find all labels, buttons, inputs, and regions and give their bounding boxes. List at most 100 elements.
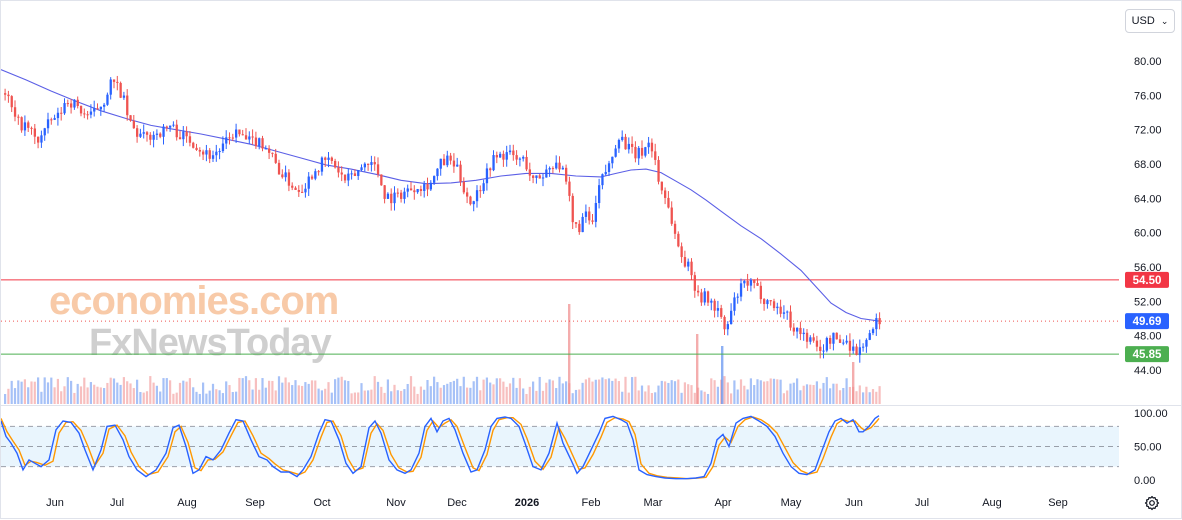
time-tick-label: Aug xyxy=(177,497,197,509)
candle-body xyxy=(852,346,855,351)
volume-bar xyxy=(515,387,518,404)
candle-body xyxy=(815,340,819,347)
volume-bar xyxy=(855,391,858,404)
candle-body xyxy=(73,99,76,108)
volume-bar xyxy=(878,386,881,404)
volume-bar xyxy=(555,388,558,404)
candle-body xyxy=(723,316,726,330)
candle-body xyxy=(588,211,591,221)
candle-body xyxy=(604,171,607,175)
candle-body xyxy=(436,168,439,177)
candle-body xyxy=(192,142,195,148)
price-tick-label: 56.00 xyxy=(1134,262,1162,274)
candle-body xyxy=(413,190,416,193)
volume-bar xyxy=(730,393,733,404)
volume-bar xyxy=(347,380,350,404)
watermark-line2: FxNewsToday xyxy=(89,322,332,364)
volume-bar xyxy=(350,393,353,404)
volume-bar xyxy=(390,391,393,404)
volume-bar xyxy=(838,390,842,404)
candle-body xyxy=(505,152,508,160)
volume-bar xyxy=(27,387,30,404)
volume-bar xyxy=(251,389,254,404)
candle-body xyxy=(284,172,287,178)
volume-bar xyxy=(343,380,347,404)
volume-bar xyxy=(320,390,323,404)
candle-body xyxy=(155,133,159,135)
volume-bar xyxy=(815,381,818,404)
candle-body xyxy=(805,332,809,342)
candle-body xyxy=(664,190,667,198)
volume-bar xyxy=(76,383,79,404)
price-tick-label: 64.00 xyxy=(1134,193,1162,205)
candle-body xyxy=(499,153,502,158)
candle-body xyxy=(116,81,119,83)
candle-body xyxy=(373,162,376,165)
volume-bar xyxy=(858,385,861,404)
volume-bar xyxy=(380,386,383,404)
candle-body xyxy=(429,182,432,190)
volume-bar xyxy=(598,379,601,404)
volume-bar xyxy=(169,380,172,404)
volume-bar xyxy=(637,390,640,404)
volume-bar xyxy=(792,382,795,404)
volume-bar xyxy=(819,388,822,404)
volume-bar xyxy=(571,393,574,404)
candle-body xyxy=(687,261,690,267)
candle-body xyxy=(291,185,294,188)
volume-bar xyxy=(621,391,624,404)
candle-body xyxy=(492,155,495,171)
candle-body xyxy=(198,149,201,152)
volume-bar xyxy=(60,391,63,404)
volume-bar xyxy=(429,386,432,404)
candle-body xyxy=(555,162,558,169)
time-axis[interactable]: Jun Jul Aug Sep Oct Nov Dec 2026 Feb Mar Apr May Jun… xyxy=(46,497,1068,509)
price-axis[interactable]: 80.00 76.00 72.00 68.00 64.00 60.00 56.00 52.00… xyxy=(1134,56,1162,377)
volume-bar xyxy=(106,382,109,404)
volume-bar xyxy=(700,390,703,404)
volume-bar xyxy=(442,385,446,404)
candle-body xyxy=(261,138,264,149)
candle-body xyxy=(310,176,314,179)
volume-bar xyxy=(37,377,40,404)
volume-bar xyxy=(357,392,360,404)
time-tick-label: Aug xyxy=(982,497,1002,509)
candle-body xyxy=(393,192,396,204)
candle-body xyxy=(769,300,772,302)
candle-body xyxy=(30,127,33,129)
candle-body xyxy=(624,136,627,150)
candle-body xyxy=(324,157,327,160)
candle-body xyxy=(598,185,601,204)
volume-bar xyxy=(403,389,406,404)
volume-bar xyxy=(413,386,416,404)
volume-bar xyxy=(231,392,234,404)
candle-body xyxy=(479,190,482,192)
volume-bar xyxy=(297,385,300,404)
candle-body xyxy=(271,152,274,154)
candle-body xyxy=(182,131,185,140)
volume-bar xyxy=(195,391,198,404)
candle-body xyxy=(822,350,825,352)
candle-body xyxy=(13,107,17,117)
candle-body xyxy=(208,150,211,159)
settings-button[interactable] xyxy=(1142,493,1162,513)
candle-body xyxy=(703,291,706,303)
candle-body xyxy=(383,185,386,199)
stoch-tick-label: 50.00 xyxy=(1134,442,1162,454)
volume-bar xyxy=(459,386,462,404)
currency-selector[interactable]: USD ⌄ xyxy=(1125,9,1175,33)
volume-bar xyxy=(423,389,426,404)
candle-body xyxy=(848,340,852,351)
candle-body xyxy=(218,151,221,153)
candle-body xyxy=(258,138,261,147)
volume-bar xyxy=(314,380,317,404)
candle-body xyxy=(320,157,324,172)
volume-bar xyxy=(796,378,799,404)
candle-body xyxy=(439,158,442,169)
candle-body xyxy=(50,119,53,121)
candle-body xyxy=(83,113,86,115)
volume-bar xyxy=(749,378,752,404)
candle-body xyxy=(238,129,241,135)
candle-body xyxy=(452,160,456,167)
